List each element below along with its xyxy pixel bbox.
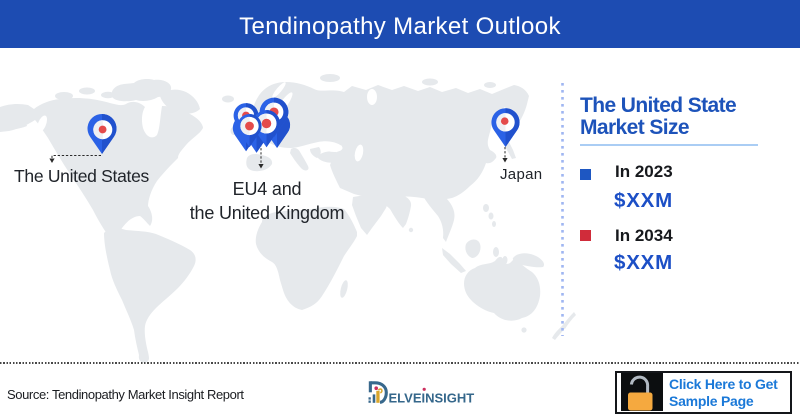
- svg-text:ELVEINSIGHT: ELVEINSIGHT: [389, 391, 475, 406]
